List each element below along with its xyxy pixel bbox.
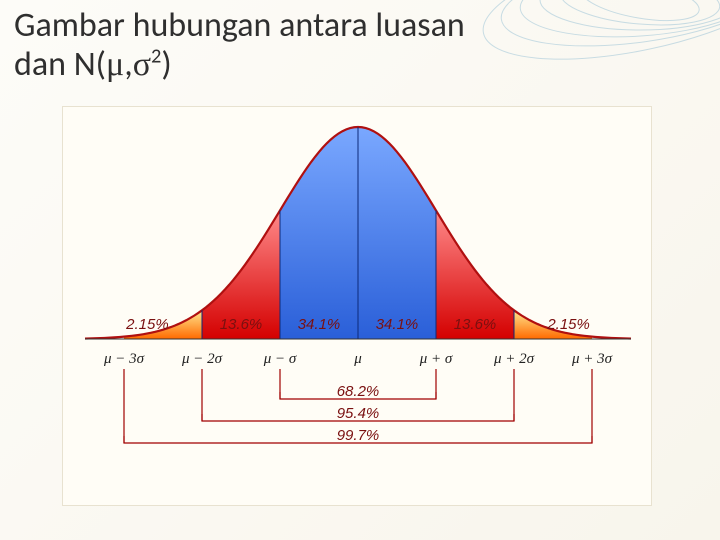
axis-label: μ + σ	[419, 351, 453, 367]
axis-label: μ − 3σ	[103, 351, 145, 367]
axis-label: μ + 2σ	[493, 351, 535, 367]
axis-label: μ + 3σ	[571, 351, 613, 367]
region-2	[280, 127, 358, 339]
axis-label: μ − σ	[263, 351, 297, 367]
region-label: 13.6%	[220, 316, 263, 333]
chart-svg: 2.15% 13.6% 34.1% 34.1% 13.6% 2.15% μ − 3σ μ −…	[63, 107, 653, 507]
bracket-label: 68.2%	[337, 383, 380, 400]
normal-distribution-figure: 2.15% 13.6% 34.1% 34.1% 13.6% 2.15% μ − 3σ μ −…	[62, 106, 652, 506]
region-label: 2.15%	[125, 316, 169, 333]
axis-label: μ	[353, 351, 362, 367]
bracket-label: 99.7%	[337, 427, 380, 444]
region-label: 34.1%	[376, 316, 419, 333]
title-line-2: dan N(μ,σ2)	[14, 45, 465, 84]
region-label: 34.1%	[298, 316, 341, 333]
bracket-label: 95.4%	[337, 405, 380, 422]
title-line-1: Gambar hubungan antara luasan	[14, 6, 465, 45]
region-label: 13.6%	[454, 316, 497, 333]
page-title: Gambar hubungan antara luasan dan N(μ,σ2…	[14, 6, 465, 84]
region-3	[358, 127, 436, 339]
axis-label: μ − 2σ	[181, 351, 223, 367]
region-label: 2.15%	[546, 316, 590, 333]
